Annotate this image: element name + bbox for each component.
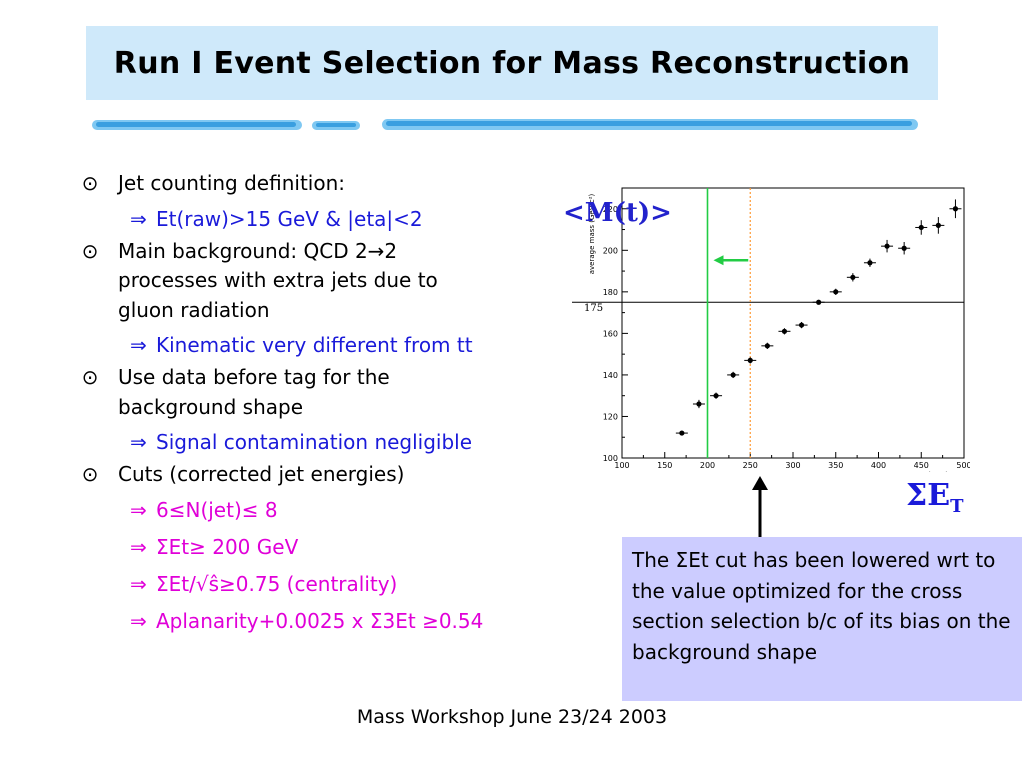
- sub-bullet: ⇒ Kinematic very different from tt: [130, 330, 473, 360]
- sub-bullet-text: Aplanarity+0.0025 x Σ3Et ≥0.54: [156, 608, 484, 633]
- data-point: [798, 322, 805, 328]
- data-point: [679, 430, 685, 436]
- data-point: [901, 245, 907, 251]
- data-point: [833, 289, 839, 295]
- bullet-text: Cuts (corrected jet energies): [118, 462, 405, 486]
- sub-bullet-text: ΣEt≥ 200 GeV: [156, 534, 299, 559]
- page-title: Run I Event Selection for Mass Reconstru…: [113, 45, 911, 81]
- sub-bullet: ⇒ ΣEt/√ŝ≥0.75 (centrality): [130, 569, 397, 599]
- y-tick-label: 220: [603, 205, 618, 214]
- title-box: Run I Event Selection for Mass Reconstru…: [86, 26, 938, 100]
- footer: Mass Workshop June 23/24 2003: [356, 706, 668, 728]
- x-tick-label: 450: [914, 461, 929, 470]
- data-point: [850, 274, 856, 280]
- note-box: The ΣEt cut has been lowered wrt to the …: [622, 537, 1022, 701]
- implies-arrow-icon: ⇒: [130, 333, 147, 357]
- x-tick-label: 100: [614, 461, 629, 470]
- green-arrow-icon: [713, 255, 724, 266]
- sub-bullet: ⇒ Aplanarity+0.0025 x Σ3Et ≥0.54: [130, 606, 483, 636]
- data-point: [867, 260, 873, 266]
- set-label-main: ΣE: [906, 478, 951, 513]
- mass-vs-set-chart: 100 150 200 250 300 350 400 450 500 100 120 140 160 1…: [572, 187, 970, 472]
- reference-line-label: 175: [584, 303, 603, 314]
- x-tick-label: 400: [871, 461, 886, 470]
- data-point: [730, 372, 736, 378]
- bullet-text: Use data before tag for the: [118, 365, 390, 389]
- data-point: [935, 222, 941, 228]
- y-tick-label: 120: [603, 412, 618, 421]
- data-point: [747, 357, 753, 363]
- data-point: [884, 243, 890, 249]
- x-tick-label: 150: [657, 461, 672, 470]
- mt-label: <M(t)>: [563, 198, 672, 228]
- x-tick-label: 350: [828, 461, 843, 470]
- bullet-icon: ⊙: [81, 462, 99, 486]
- y-axis-label: average mass (GeV/c²): [588, 193, 596, 274]
- bullet-text: processes with extra jets due to: [118, 268, 438, 292]
- plot-frame: [621, 187, 965, 459]
- data-point: [764, 343, 770, 349]
- sub-bullet: ⇒ ΣEt≥ 200 GeV: [130, 532, 298, 562]
- bullet-text: Main background: QCD 2→2: [118, 238, 398, 263]
- sub-bullet-text: 6≤N(jet)≤ 8: [156, 497, 278, 522]
- x-tick-label: 250: [743, 461, 758, 470]
- y-tick-label: 140: [603, 371, 618, 380]
- data-point: [781, 328, 788, 334]
- implies-arrow-icon: ⇒: [130, 497, 147, 522]
- sub-bullet-text: ΣEt/√ŝ≥0.75 (centrality): [156, 571, 398, 596]
- data-point: [952, 206, 959, 212]
- sub-bullet-text: Et(raw)>15 GeV & |eta|<2: [156, 206, 423, 231]
- bullet-text: gluon radiation: [118, 297, 270, 322]
- implies-arrow-icon: ⇒: [130, 206, 147, 231]
- x-axis-label: ΣE_T (GeV): [909, 471, 948, 472]
- data-point: [918, 224, 924, 231]
- data-point: [696, 401, 702, 407]
- x-tick-label: 500: [956, 461, 970, 470]
- implies-arrow-icon: ⇒: [130, 571, 147, 596]
- decorative-divider: [92, 119, 918, 130]
- data-point: [816, 299, 822, 305]
- implies-arrow-icon: ⇒: [130, 608, 147, 633]
- bullet-text: Jet counting definition:: [118, 171, 345, 195]
- y-tick-label: 180: [603, 288, 618, 297]
- x-tick-label: 300: [785, 461, 800, 470]
- sub-bullet: ⇒ Et(raw)>15 GeV & |eta|<2: [130, 204, 423, 234]
- pointer-arrow-icon: [752, 476, 768, 538]
- y-tick-label: 160: [603, 329, 618, 338]
- sub-bullet: ⇒ 6≤N(jet)≤ 8: [130, 495, 278, 525]
- implies-arrow-icon: ⇒: [130, 430, 147, 454]
- data-point: [713, 393, 719, 399]
- set-label: ΣET: [906, 478, 963, 517]
- bullet-icon: ⊙: [81, 171, 99, 195]
- y-tick-label: 200: [603, 246, 618, 255]
- set-label-sub: T: [950, 496, 964, 517]
- sub-bullet: ⇒ Signal contamination negligible: [130, 427, 472, 457]
- sub-bullet-text: Kinematic very different from tt: [156, 333, 473, 357]
- bullet-icon: ⊙: [81, 238, 99, 263]
- bullet-text: background shape: [118, 394, 303, 419]
- bullet-icon: ⊙: [81, 365, 99, 389]
- x-tick-label: 200: [700, 461, 715, 470]
- implies-arrow-icon: ⇒: [130, 534, 147, 559]
- y-tick-label: 100: [603, 454, 618, 463]
- sub-bullet-text: Signal contamination negligible: [156, 430, 473, 454]
